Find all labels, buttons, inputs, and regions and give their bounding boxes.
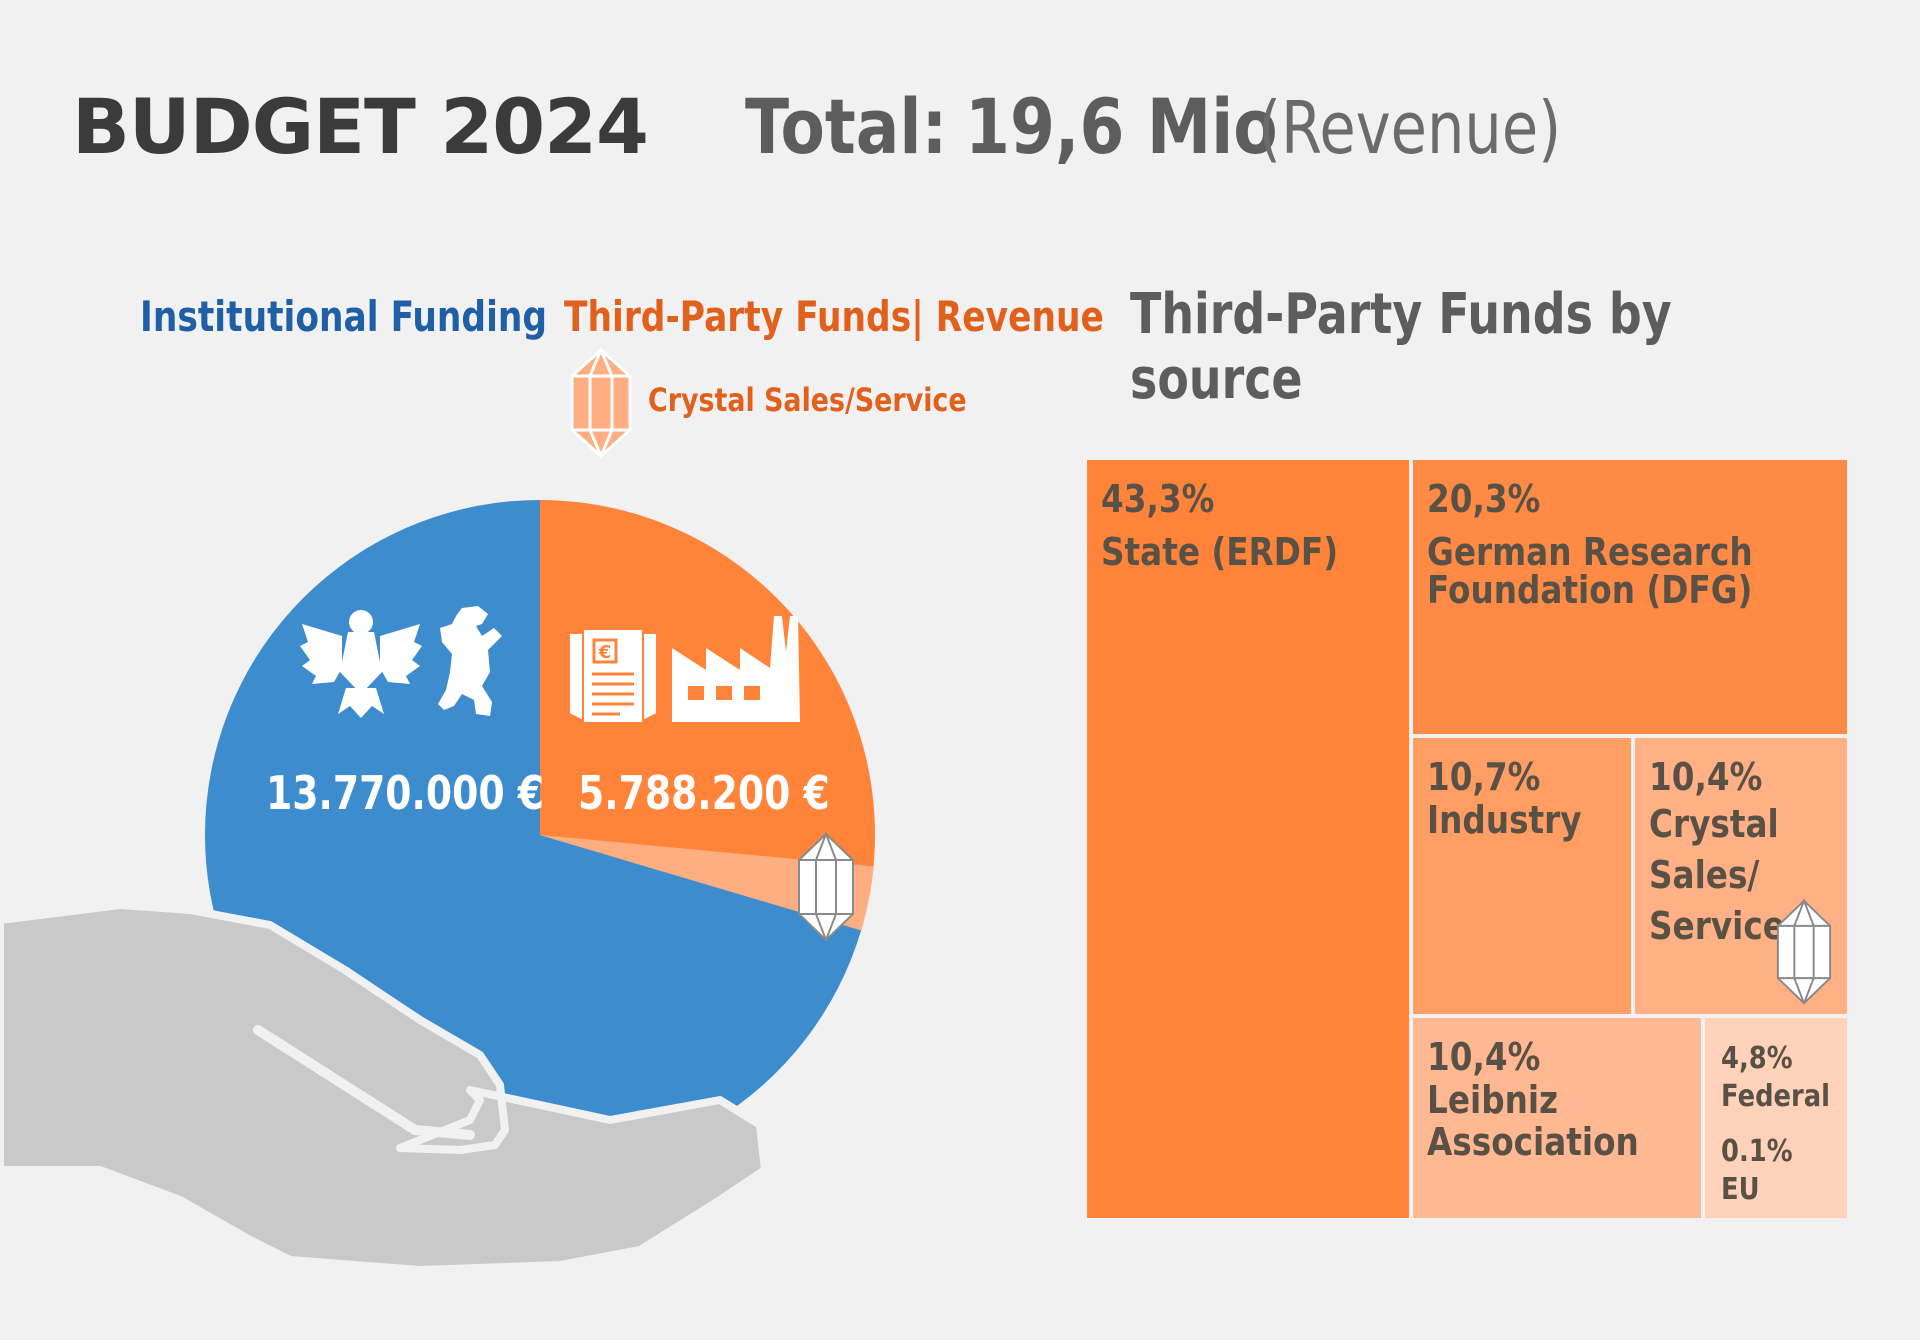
crystal-icon xyxy=(1776,898,1832,1005)
hand-icon xyxy=(0,901,769,1274)
invoice-icon: € xyxy=(570,630,656,722)
treemap-name-label: Industry xyxy=(1427,797,1582,842)
treemap-pct-label: 4,8% xyxy=(1721,1041,1793,1076)
treemap-name-label: State (ERDF) xyxy=(1101,529,1339,574)
pie-label-third-party: 5.788.200 € xyxy=(578,766,830,820)
bear-icon xyxy=(438,606,502,716)
treemap-name-label: German Research Foundation (DFG) xyxy=(1427,529,1753,612)
treemap: 43,3% State (ERDF) 20,3% German Research Fo… xyxy=(1085,458,1849,1220)
treemap-pct-label: 0.1% xyxy=(1721,1134,1793,1169)
legend-third-party-funds: Third-Party Funds| Revenue xyxy=(564,292,1104,341)
pie-chart xyxy=(0,500,875,1274)
crystal-icon xyxy=(798,832,854,942)
legend-institutional-funding: Institutional Funding xyxy=(140,292,548,341)
treemap-name-label: Crystal Sales/ Service xyxy=(1649,801,1785,949)
treemap-name-label: Federal xyxy=(1721,1078,1831,1114)
svg-text:€: € xyxy=(598,642,612,663)
treemap-name-label: Leibniz Association xyxy=(1427,1077,1639,1165)
treemap-pct-label: 10,4% xyxy=(1649,755,1763,799)
treemap-cell-industry: 10,7% Industry xyxy=(1411,736,1633,1016)
treemap-pct-label: 43,3% xyxy=(1101,477,1215,521)
treemap-name-label: EU xyxy=(1721,1171,1760,1207)
total-note: (Revenue) xyxy=(1258,86,1562,170)
total-value: 19,6 Mio xyxy=(965,82,1278,171)
hand-thumb-line xyxy=(253,1025,475,1140)
legend-crystal-sales: Crystal Sales/Service xyxy=(648,381,967,419)
pie-slice-crystal-sales xyxy=(540,835,874,931)
treemap-cell-state-erdf: 43,3% State (ERDF) xyxy=(1085,458,1411,1220)
treemap-title: Third-Party Funds by source xyxy=(1130,282,1672,412)
total-label: Total: xyxy=(745,82,948,171)
treemap-cell-leibniz-association: 10,4% Leibniz Association xyxy=(1411,1016,1703,1220)
crystal-icon xyxy=(570,348,632,458)
pie-label-institutional: 13.770.000 € xyxy=(266,766,545,820)
eagle-icon xyxy=(300,610,422,718)
treemap-cell-federal: 4,8% Federal 0.1% EU xyxy=(1703,1016,1849,1220)
treemap-pct-label: 10,4% xyxy=(1427,1035,1541,1079)
factory-icon xyxy=(672,616,800,722)
page-title: BUDGET 2024 xyxy=(72,82,649,171)
treemap-pct-label: 10,7% xyxy=(1427,755,1541,799)
treemap-pct-label: 20,3% xyxy=(1427,477,1541,521)
treemap-cell-german-research-foundation-dfg: 20,3% German Research Foundation (DFG) xyxy=(1411,458,1849,736)
